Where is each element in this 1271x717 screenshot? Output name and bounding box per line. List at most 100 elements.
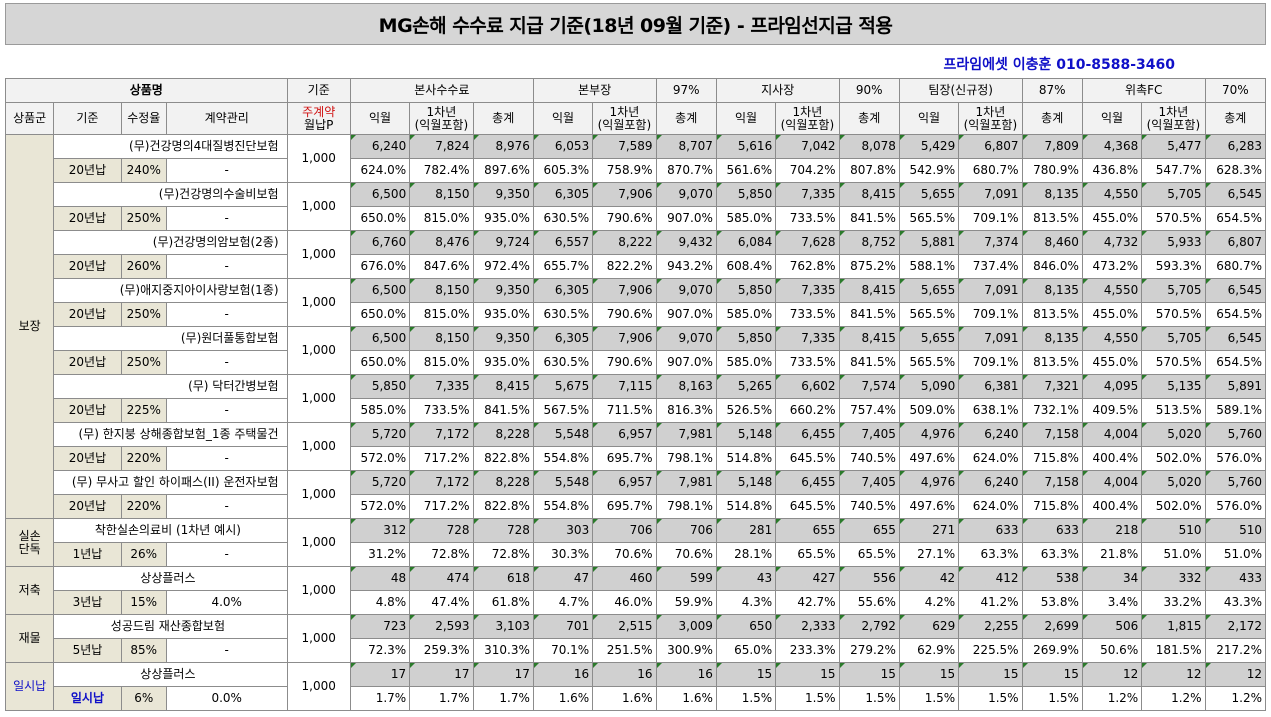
product-base: 1,000: [286, 134, 351, 183]
product-rate: 240%: [120, 158, 167, 183]
percent-cell: 570.5%: [1141, 302, 1206, 327]
header-first-year-label: 1차년: [426, 104, 457, 119]
percent-cell: 497.6%: [898, 494, 960, 519]
amount-cell: 7,158: [1021, 470, 1083, 495]
amount-cell: 7,906: [592, 326, 657, 351]
percent-cell: 542.9%: [898, 158, 960, 183]
amount-cell: 8,415: [838, 278, 900, 303]
commission-table: 상품명 기준 본사수수료 본부장 97% 지사장 90% 팀장(신규정) 87%…: [4, 78, 1267, 711]
percent-cell: 1.7%: [409, 686, 474, 711]
percent-cell: 65.5%: [775, 542, 840, 567]
group-label: 보장: [4, 134, 55, 519]
amount-cell: 633: [958, 518, 1023, 543]
product-term: 20년납: [53, 206, 122, 231]
percent-cell: 576.0%: [1204, 446, 1267, 471]
amount-cell: 7,906: [592, 278, 657, 303]
percent-cell: 782.4%: [409, 158, 474, 183]
amount-cell: 7,158: [1021, 422, 1083, 447]
percent-cell: 709.1%: [958, 350, 1023, 375]
percent-cell: 790.6%: [592, 350, 657, 375]
percent-cell: 935.0%: [472, 206, 534, 231]
amount-cell: 4,550: [1081, 182, 1143, 207]
header-basis: 기준: [286, 78, 351, 103]
amount-cell: 8,163: [655, 374, 717, 399]
product-row-amounts: (무)건강명의암보험(2종) 1,000 6,760 8,476 9,724 6,557 8…: [6, 230, 1267, 279]
amount-cell: 5,720: [349, 470, 411, 495]
header-team-pct: 87%: [1021, 78, 1083, 103]
amount-cell: 7,335: [775, 182, 840, 207]
product-name: 착한실손의료비 (1차년 예시): [53, 518, 288, 543]
percent-cell: 269.9%: [1021, 638, 1083, 663]
percent-cell: 1.5%: [775, 686, 840, 711]
amount-cell: 7,091: [958, 326, 1023, 351]
group-label: 재물: [4, 614, 55, 663]
amount-cell: 5,655: [898, 278, 960, 303]
percent-cell: 907.0%: [655, 350, 717, 375]
product-row-percents: 20년납 225% - 585.0% 733.5% 841.5% 567.5% 711.5% 8…: [6, 398, 1267, 423]
product-name: 상상플러스: [53, 662, 288, 687]
percent-cell: 757.4%: [838, 398, 900, 423]
amount-cell: 538: [1021, 566, 1083, 591]
product-name: 상상플러스: [53, 566, 288, 591]
product-row-amounts: (무)건강명의수술비보험 1,000 6,500 8,150 9,350 6,305 7,9…: [6, 182, 1267, 231]
amount-cell: 9,724: [472, 230, 534, 255]
percent-cell: 822.8%: [472, 446, 534, 471]
amount-cell: 5,850: [349, 374, 411, 399]
percent-cell: 33.2%: [1141, 590, 1206, 615]
amount-cell: 6,084: [715, 230, 777, 255]
amount-cell: 7,115: [592, 374, 657, 399]
percent-cell: 907.0%: [655, 302, 717, 327]
amount-cell: 5,429: [898, 134, 960, 159]
header-first-year: 1차년 (익월포함): [775, 102, 840, 135]
percent-cell: 897.6%: [472, 158, 534, 183]
amount-cell: 2,515: [592, 614, 657, 639]
contact-info: 프라임에셋 이충훈 010-8588-3460: [943, 57, 1175, 73]
percent-cell: 570.5%: [1141, 350, 1206, 375]
percent-cell: 717.2%: [409, 494, 474, 519]
product-term: 20년납: [53, 446, 122, 471]
product-base: 1,000: [286, 422, 351, 471]
percent-cell: 1.7%: [472, 686, 534, 711]
amount-cell: 5,891: [1204, 374, 1267, 399]
amount-cell: 460: [592, 566, 657, 591]
header-total: 총계: [1021, 102, 1083, 135]
header-total: 총계: [838, 102, 900, 135]
percent-cell: 655.7%: [532, 254, 594, 279]
amount-cell: 4,976: [898, 470, 960, 495]
header-next-month: 익월: [898, 102, 960, 135]
percent-cell: 70.1%: [532, 638, 594, 663]
product-term: 20년납: [53, 302, 122, 327]
percent-cell: 41.2%: [958, 590, 1023, 615]
percent-cell: 790.6%: [592, 206, 657, 231]
product-base: 1,000: [286, 614, 351, 663]
amount-cell: 6,545: [1204, 278, 1267, 303]
header-row-2: 상품군 기준 수정율 계약관리 주계약 월납P 익월 1차년 (익월포함) 총계 익월 1…: [4, 102, 1267, 135]
percent-cell: 816.3%: [655, 398, 717, 423]
percent-cell: 526.5%: [715, 398, 777, 423]
percent-cell: 55.6%: [838, 590, 900, 615]
percent-cell: 473.2%: [1081, 254, 1143, 279]
percent-cell: 1.5%: [715, 686, 777, 711]
product-row-percents: 5년납 85% - 72.3% 259.3% 310.3% 70.1% 251.5% 300.9…: [6, 638, 1267, 663]
percent-cell: 935.0%: [472, 350, 534, 375]
percent-cell: 815.0%: [409, 206, 474, 231]
amount-cell: 5,705: [1141, 182, 1206, 207]
amount-cell: 15: [838, 662, 900, 687]
percent-cell: 704.2%: [775, 158, 840, 183]
amount-cell: 15: [1021, 662, 1083, 687]
amount-cell: 9,350: [472, 182, 534, 207]
amount-cell: 218: [1081, 518, 1143, 543]
percent-cell: 847.6%: [409, 254, 474, 279]
header-next-month: 익월: [349, 102, 411, 135]
percent-cell: 502.0%: [1141, 494, 1206, 519]
amount-cell: 2,792: [838, 614, 900, 639]
percent-cell: 654.5%: [1204, 206, 1267, 231]
amount-cell: 629: [898, 614, 960, 639]
product-mgmt: -: [165, 398, 288, 423]
amount-cell: 7,172: [409, 470, 474, 495]
amount-cell: 47: [532, 566, 594, 591]
header-branch-pct: 90%: [838, 78, 900, 103]
product-row-amounts: 보장 (무)건강명의4대질병진단보험 1,000 6,240 7,824 8,976 6,0…: [4, 134, 1267, 519]
product-row-amounts: (무)원더풀통합보험 1,000 6,500 8,150 9,350 6,305 7,906…: [6, 326, 1267, 375]
header-next-month: 익월: [1081, 102, 1143, 135]
